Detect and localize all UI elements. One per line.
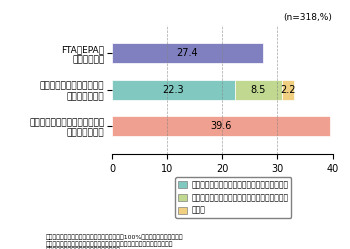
Bar [282, 79, 294, 100]
Bar [112, 116, 330, 136]
Text: 8.5: 8.5 [251, 85, 266, 95]
Text: (n=318,%): (n=318,%) [284, 13, 332, 22]
Bar [235, 79, 282, 100]
Bar [112, 79, 235, 100]
Text: 備考：集計において、四捨五入の関係で合計が100%にならないことがある。: 備考：集計において、四捨五入の関係で合計が100%にならないことがある。 [46, 234, 183, 240]
Text: 22.3: 22.3 [163, 85, 184, 95]
Text: 資料：財団法人国際経済交流財団「競争環境の変化に対応した我が国産業の: 資料：財団法人国際経済交流財団「競争環境の変化に対応した我が国産業の [46, 242, 173, 247]
Legend: 自社の交易国が対象に入れば、活用する見込み, 自社の交易国が対象に入っても、活用はしない, 無回答: 自社の交易国が対象に入れば、活用する見込み, 自社の交易国が対象に入っても、活用… [175, 177, 292, 218]
Text: 39.6: 39.6 [210, 121, 232, 131]
Bar [112, 43, 263, 63]
Text: 2.2: 2.2 [280, 85, 296, 95]
Text: 競争力強化に関する調査研究」から作成。: 競争力強化に関する調査研究」から作成。 [46, 248, 120, 249]
Text: 27.4: 27.4 [177, 48, 198, 58]
